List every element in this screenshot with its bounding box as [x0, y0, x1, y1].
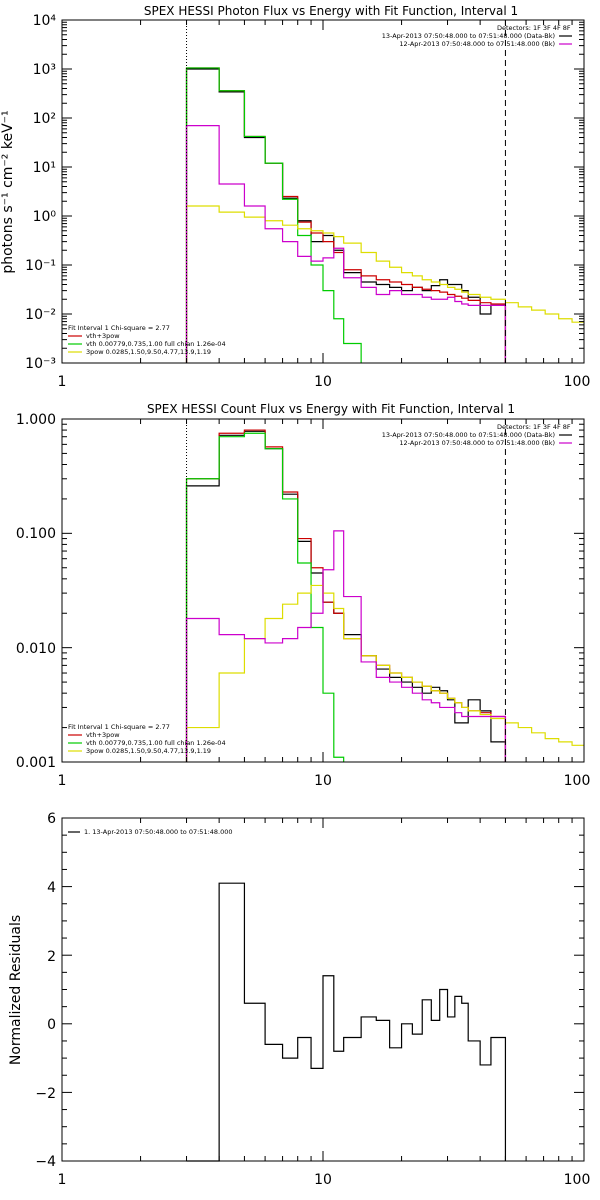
photon-axis-ticks — [61, 20, 585, 364]
count-series-group — [185, 429, 584, 762]
photon-xtick-label: 10 — [314, 374, 332, 390]
photon-series-vth — [185, 67, 362, 363]
residuals-ytick-label: −4 — [35, 1154, 56, 1170]
count-ytick-label: 0.100 — [16, 526, 56, 542]
count-series-bk — [185, 530, 507, 762]
photon-ytick-label: 10¹ — [33, 160, 56, 176]
photon-top-legend: Detectors: 1F 3F 4F 8F 13-Apr-2013 07:50… — [382, 24, 572, 48]
residuals-xtick-label: 100 — [564, 1172, 591, 1188]
count-y-tick-labels: 0.001 0.010 0.100 1.000 — [16, 412, 56, 771]
count-ytick-label: 1.000 — [16, 412, 56, 428]
residuals-xtick-label: 1 — [58, 1172, 67, 1188]
residuals-y-axis-label: Normalized Residuals — [8, 915, 24, 1065]
photon-fit-legend-title: Fit Interval 1 Chi-square = 2.77 — [68, 324, 170, 332]
count-marker-lines — [186, 419, 506, 762]
photon-legend-detectors: Detectors: 1F 3F 4F 8F — [497, 24, 571, 32]
count-flux-panel: SPEX HESSI Count Flux vs Energy with Fit… — [16, 402, 590, 789]
photon-series-3pow — [185, 205, 584, 363]
count-series-3pow — [185, 584, 584, 762]
residuals-series-group — [186, 882, 507, 1162]
photon-legend-entry-data: 13-Apr-2013 07:50:48.000 to 07:51:48.000… — [382, 32, 555, 40]
residuals-panel: −4 −2 0 2 4 6 1 10 100 Normalized Residu… — [8, 811, 590, 1188]
count-legend-entry-data: 13-Apr-2013 07:50:48.000 to 07:51:48.000… — [382, 431, 555, 439]
count-legend-detectors: Detectors: 1F 3F 4F 8F — [497, 423, 571, 431]
residuals-legend: 1. 13-Apr-2013 07:50:48.000 to 07:51:48.… — [68, 828, 233, 836]
residuals-xtick-label: 10 — [314, 1172, 332, 1188]
photon-marker-lines — [186, 20, 506, 363]
photon-y-tick-labels: 10⁻³ 10⁻² 10⁻¹ 10⁰ 10¹ 10² 10³ 10⁴ — [25, 13, 56, 372]
residuals-axis-ticks — [61, 817, 585, 1162]
count-xtick-label: 100 — [564, 773, 591, 789]
residuals-series-1-13-apr-2013-07-50-48-000-to-07-51-48-000 — [186, 882, 507, 1162]
photon-xtick-label: 100 — [564, 374, 591, 390]
count-fit-legend-3pow: 3pow 0.0285,1.50,9.50,4.77,13.9,1.19 — [86, 747, 211, 755]
residuals-ytick-label: 4 — [47, 880, 56, 896]
count-fit-legend-vth: vth 0.00779,0.735,1.00 full chian 1.26e-… — [86, 739, 226, 747]
photon-ytick-label: 10⁻³ — [25, 356, 56, 372]
photon-y-axis-label: photons s⁻¹ cm⁻² keV⁻¹ — [0, 110, 16, 273]
photon-flux-panel: SPEX HESSI Photon Flux vs Energy with Fi… — [0, 4, 590, 390]
photon-legend-entry-bk: 12-Apr-2013 07:50:48.000 to 07:51:48.000… — [399, 40, 555, 48]
residuals-legend-entry: 1. 13-Apr-2013 07:50:48.000 to 07:51:48.… — [84, 828, 233, 836]
count-fit-legend-title: Fit Interval 1 Chi-square = 2.77 — [68, 723, 170, 731]
count-series-vth — [185, 432, 345, 762]
residuals-ytick-label: 2 — [47, 949, 56, 965]
photon-ytick-label: 10³ — [33, 62, 56, 78]
residuals-ytick-label: −2 — [35, 1086, 56, 1102]
photon-ytick-label: 10² — [33, 111, 56, 127]
photon-fit-legend-3pow: 3pow 0.0285,1.50,9.50,4.77,13.9,1.19 — [86, 348, 211, 356]
photon-fit-legend-total: vth+3pow — [86, 332, 120, 340]
photon-fit-legend: Fit Interval 1 Chi-square = 2.77 vth+3po… — [68, 324, 226, 356]
count-axis-ticks — [61, 419, 585, 763]
count-xtick-label: 10 — [314, 773, 332, 789]
photon-panel-title: SPEX HESSI Photon Flux vs Energy with Fi… — [144, 4, 518, 18]
count-xtick-label: 1 — [58, 773, 67, 789]
residuals-ytick-label: 0 — [47, 1017, 56, 1033]
photon-xtick-label: 1 — [58, 374, 67, 390]
count-ytick-label: 0.010 — [16, 641, 56, 657]
count-panel-title: SPEX HESSI Count Flux vs Energy with Fit… — [147, 402, 515, 416]
photon-fit-legend-vth: vth 0.00779,0.735,1.00 full chian 1.26e-… — [86, 340, 226, 348]
count-ytick-label: 0.001 — [16, 755, 56, 771]
count-fit-legend-total: vth+3pow — [86, 731, 120, 739]
count-top-legend: Detectors: 1F 3F 4F 8F 13-Apr-2013 07:50… — [382, 423, 572, 447]
count-fit-legend: Fit Interval 1 Chi-square = 2.77 vth+3po… — [68, 723, 226, 755]
residuals-ytick-label: 6 — [47, 811, 56, 827]
photon-ytick-label: 10⁴ — [33, 13, 57, 29]
photon-series-bk — [185, 124, 507, 363]
residuals-y-tick-labels: −4 −2 0 2 4 6 — [35, 811, 56, 1170]
photon-ytick-label: 10⁻² — [25, 307, 56, 323]
photon-ytick-label: 10⁰ — [33, 209, 57, 225]
photon-series-group — [185, 67, 584, 363]
count-legend-entry-bk: 12-Apr-2013 07:50:48.000 to 07:51:48.000… — [399, 439, 555, 447]
photon-ytick-label: 10⁻¹ — [25, 258, 56, 274]
